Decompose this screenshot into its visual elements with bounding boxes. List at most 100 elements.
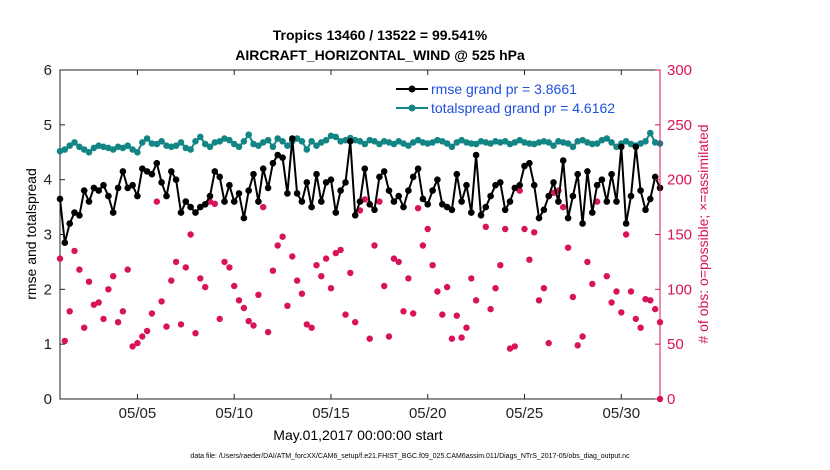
rmse-marker xyxy=(221,198,228,205)
rmse-marker xyxy=(584,168,591,175)
rmse-marker xyxy=(574,170,581,178)
obs-count-marker xyxy=(110,273,117,280)
totalspread-marker xyxy=(71,139,78,146)
totalspread-marker xyxy=(332,133,340,141)
obs-count-marker xyxy=(192,330,199,337)
obs-count-marker xyxy=(352,319,359,326)
obs-count-marker xyxy=(390,255,398,262)
obs-count-marker xyxy=(492,285,499,292)
obs-count-marker xyxy=(472,297,480,304)
obs-count-marker xyxy=(443,283,451,291)
rmse-marker xyxy=(564,214,572,222)
rmse-marker xyxy=(56,195,64,203)
rmse-marker xyxy=(342,179,349,186)
obs-count-marker xyxy=(153,198,160,205)
obs-count-marker xyxy=(168,277,175,284)
obs-count-marker xyxy=(463,324,470,331)
totalspread-marker xyxy=(371,138,378,145)
obs-count-marker xyxy=(298,290,306,297)
obs-count-marker xyxy=(279,233,286,240)
rmse-marker xyxy=(163,192,170,200)
obs-count-marker xyxy=(105,286,112,293)
totalspread-marker xyxy=(622,138,630,145)
rmse-marker xyxy=(139,165,146,172)
rmse-marker xyxy=(613,198,620,205)
obs-count-marker xyxy=(269,267,277,274)
obs-count-marker xyxy=(366,335,373,342)
rmse-marker xyxy=(550,179,557,186)
obs-count-marker xyxy=(531,229,538,236)
rmse-marker xyxy=(289,135,296,142)
totalspread-marker xyxy=(235,143,243,151)
obs-count-marker xyxy=(347,269,354,277)
obs-count-marker xyxy=(284,302,291,309)
totalspread-marker xyxy=(569,143,577,151)
obs-count-marker xyxy=(308,324,315,331)
obs-count-marker xyxy=(332,249,339,257)
totalspread-marker xyxy=(642,138,649,145)
rmse-marker xyxy=(453,170,461,178)
totalspread-marker xyxy=(545,139,552,146)
chart-title: Tropics 13460 / 13522 = 99.541% xyxy=(273,27,488,43)
obs-count-marker xyxy=(143,327,151,335)
rmse-marker xyxy=(366,201,374,208)
rmse-marker xyxy=(187,203,194,211)
obs-count-marker xyxy=(66,308,73,315)
obs-count-marker xyxy=(395,258,402,266)
y-axis-left: 0 1 2 3 4 5 6 xyxy=(44,62,65,408)
rmse-marker xyxy=(216,173,223,181)
obs-count-marker xyxy=(414,205,422,212)
rmse-marker xyxy=(637,187,644,194)
totalspread-marker xyxy=(274,135,282,142)
rmse-marker xyxy=(632,143,640,151)
obs-count-marker xyxy=(371,242,378,249)
obs-count-marker xyxy=(540,285,548,292)
obs-count-series xyxy=(56,176,664,403)
rmse-marker xyxy=(540,206,548,214)
rmse-marker xyxy=(230,198,238,205)
obs-count-marker xyxy=(85,278,93,285)
obs-count-marker xyxy=(129,343,136,350)
obs-count-marker xyxy=(564,244,572,251)
rmse-marker xyxy=(95,187,102,194)
totalspread-marker xyxy=(206,143,214,151)
rmse-marker xyxy=(259,165,267,172)
y-right-tick-label: 50 xyxy=(667,336,684,353)
totalspread-marker xyxy=(61,146,69,153)
obs-count-marker xyxy=(453,312,460,319)
y-left-tick-label: 4 xyxy=(44,172,52,189)
obs-count-marker xyxy=(487,305,494,313)
y-right-tick-label: 200 xyxy=(667,172,692,189)
totalspread-marker xyxy=(124,142,131,149)
obs-count-marker xyxy=(139,333,146,340)
rmse-marker xyxy=(414,165,422,172)
rmse-marker xyxy=(308,203,315,211)
totalspread-marker xyxy=(550,142,557,149)
rmse-marker xyxy=(463,181,470,189)
rmse-marker xyxy=(172,176,180,183)
rmse-marker xyxy=(351,212,359,219)
obs-count-marker xyxy=(622,231,630,238)
obs-count-marker xyxy=(172,258,180,266)
legend-rmse-label: rmse grand pr = 3.8661 xyxy=(431,81,577,97)
obs-count-marker xyxy=(516,187,523,194)
obs-count-marker xyxy=(424,225,431,233)
obs-count-marker xyxy=(318,273,325,280)
rmse-marker xyxy=(100,181,107,189)
rmse-marker xyxy=(448,206,456,214)
y-right-tick-label: 250 xyxy=(667,117,692,134)
rmse-marker xyxy=(356,198,364,205)
obs-count-marker xyxy=(342,311,349,318)
rmse-marker xyxy=(90,184,98,192)
obs-count-marker xyxy=(71,247,78,255)
rmse-marker xyxy=(192,209,199,216)
rmse-marker xyxy=(245,187,252,194)
rmse-marker xyxy=(535,214,543,222)
obs-count-marker xyxy=(376,198,383,205)
rmse-marker xyxy=(105,192,112,200)
obs-count-marker xyxy=(119,308,127,315)
totalspread-marker xyxy=(303,146,311,153)
rmse-marker xyxy=(235,190,243,197)
obs-count-marker xyxy=(114,319,122,326)
rmse-marker xyxy=(211,168,219,175)
